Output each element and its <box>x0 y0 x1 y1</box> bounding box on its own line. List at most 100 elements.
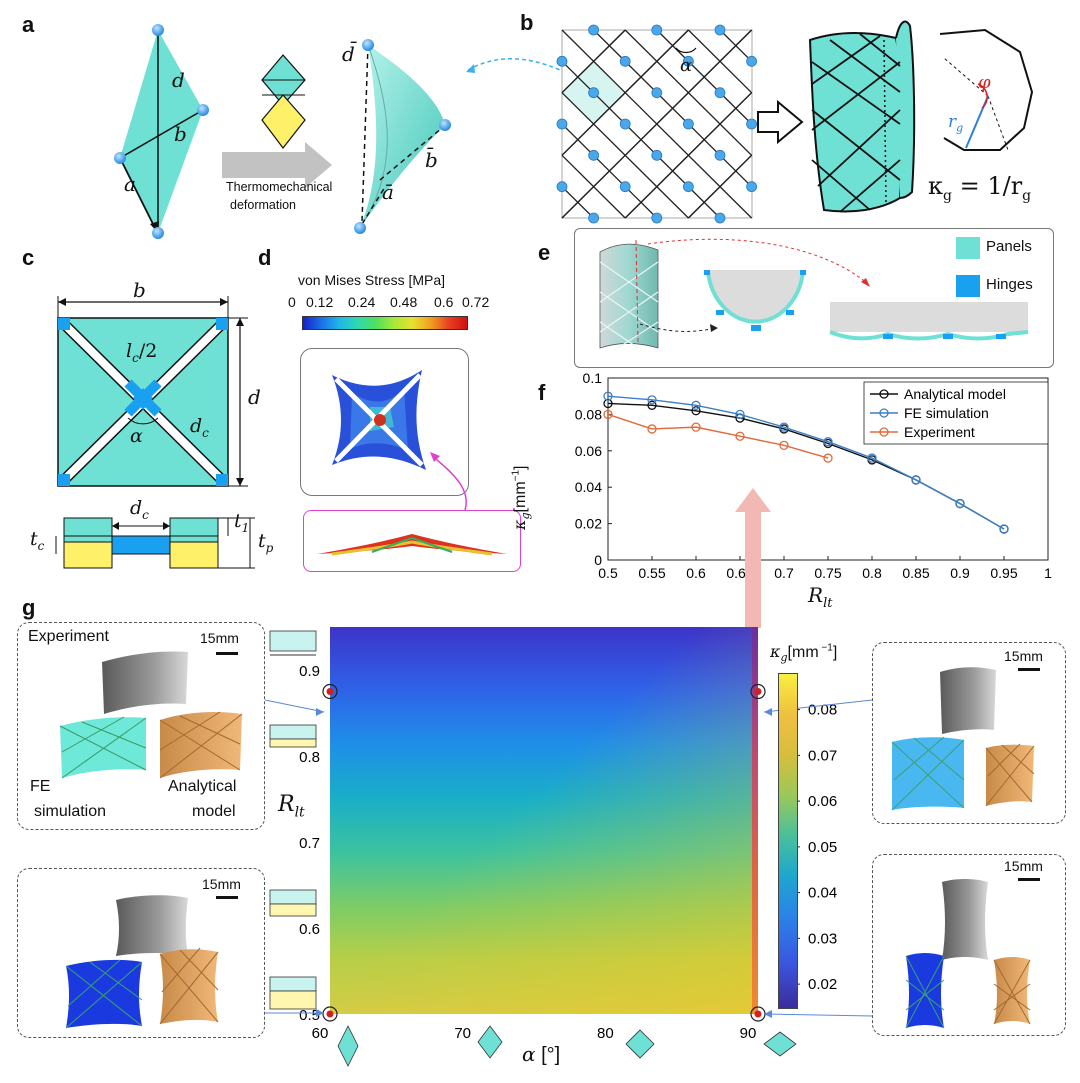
inset-tl-fe-1: FE <box>30 778 51 795</box>
f-xlabel: Rlt <box>808 583 833 611</box>
x-tick-label: 0.9 <box>950 565 970 581</box>
connector-arrowhead <box>316 708 324 716</box>
lattice-node <box>556 118 568 130</box>
c-alpha-label: α <box>130 425 143 447</box>
legend-hinges-label: Hinges <box>986 276 1033 293</box>
g-x-tick-label: 60 <box>312 1025 329 1042</box>
lattice-node <box>746 55 757 67</box>
flat-rhombus <box>120 30 203 233</box>
c-tp-label: tp <box>258 530 274 555</box>
kappa-formula: κg = 1/rg <box>928 172 1032 204</box>
lattice-line <box>561 29 626 94</box>
series-point-1 <box>735 409 745 420</box>
inset-tl-scale: 15mm <box>200 630 239 646</box>
heatmap-edge-strip <box>752 627 758 1014</box>
marked-point <box>326 1010 334 1018</box>
panel-label-f: f <box>538 380 546 405</box>
inset-bl-scale: 15mm <box>202 876 241 892</box>
y-tick-label: 0.04 <box>575 479 602 495</box>
stress-tick: 0 <box>288 294 296 310</box>
section-diamond-icon <box>763 1031 797 1057</box>
legend-marker <box>879 389 889 399</box>
stress-pointer <box>430 452 467 511</box>
section-diamond-icon <box>625 1029 655 1059</box>
lattice-line <box>624 92 753 219</box>
panel-label-g: g <box>22 595 36 620</box>
c-d-label: d <box>248 385 261 409</box>
c-dc-label: dc <box>190 415 209 440</box>
phi-label: φ <box>978 72 991 93</box>
series-line-1 <box>607 395 1005 530</box>
lattice-node <box>588 212 599 224</box>
right-arrow-icon <box>757 99 804 145</box>
g-colorbar-title: κg[mm −1] <box>770 642 838 665</box>
lattice-node <box>651 149 663 161</box>
tube-crease <box>811 61 901 125</box>
tube-crease <box>859 33 901 67</box>
section-diamond-icon <box>477 1025 503 1059</box>
g-y-tick-label: 0.7 <box>299 835 320 852</box>
legend-label: Analytical model <box>904 386 1006 402</box>
lattice-node <box>619 118 631 130</box>
g-x-tick-label: 80 <box>597 1025 614 1042</box>
alpha-arc <box>675 47 697 54</box>
x-tick-label: 0.8 <box>862 565 882 581</box>
marked-point-ring <box>322 683 338 700</box>
series-point-1 <box>691 400 701 410</box>
connector-arrowhead <box>316 1009 324 1017</box>
pink-arrow <box>735 488 771 628</box>
legend-marker <box>879 408 889 418</box>
colorbar-tick-label: 0.05 <box>808 839 837 856</box>
label-abar: ā <box>382 180 394 204</box>
panel-label-b: b <box>520 10 534 35</box>
connector-arrowhead <box>764 708 772 716</box>
lattice-node <box>683 181 694 193</box>
legend-panels-swatch <box>956 237 980 259</box>
polygon-cross-section <box>939 28 1034 151</box>
y-tick-label: 0.02 <box>575 516 602 532</box>
connector-line <box>763 1013 873 1017</box>
connector-line <box>264 699 325 713</box>
inset-tl-shells <box>59 651 243 779</box>
label-a: a <box>124 172 136 196</box>
radius-dash <box>943 57 989 97</box>
series-point-1 <box>999 524 1009 534</box>
series-point-1 <box>955 498 965 509</box>
chart-f: 0.5 0.55 0.6 0.65 0.7 0.75 0.8 0.85 0.9 0.95 100.0… <box>575 370 1052 581</box>
series-point-1 <box>867 453 877 463</box>
c-t1-label: t1 <box>234 510 250 535</box>
c-lc-label: lc/2 <box>126 340 158 365</box>
marked-point <box>326 688 334 695</box>
inset-tr-scalebar <box>1018 668 1040 671</box>
section-diamond-icon <box>337 1025 359 1067</box>
panel-label-d: d <box>258 245 272 270</box>
lattice-node <box>746 118 757 130</box>
inset-tl-experiment: Experiment <box>28 628 109 645</box>
stress-tick: 0.72 <box>462 294 490 310</box>
tube-dotted <box>883 39 887 205</box>
legend-panels-label: Panels <box>986 238 1032 255</box>
lattice-node <box>588 87 599 99</box>
y-tick-label: 0 <box>594 552 602 568</box>
marked-point <box>754 688 762 695</box>
inset-br-shells <box>905 879 1031 1029</box>
x-tick-label: 0.85 <box>902 565 929 581</box>
panel-e-drawing <box>599 238 1029 349</box>
colorbar-tick-label: 0.04 <box>808 885 837 902</box>
lattice-node <box>556 55 568 67</box>
lattice-alpha: α <box>680 55 693 76</box>
lattice-line <box>561 29 753 219</box>
tube-crease <box>829 39 901 93</box>
panel-a-diagram <box>114 24 561 239</box>
inset-bl-scalebar <box>216 896 238 899</box>
phi-arc <box>977 83 988 109</box>
lattice-node <box>714 149 726 161</box>
arrow-caption-2: deformation <box>230 198 297 212</box>
stress-tick: 0.6 <box>434 294 454 310</box>
inset-bl-shells <box>65 895 219 1029</box>
deformation-arrow <box>222 142 332 188</box>
y-tick-label: 0.06 <box>575 443 602 459</box>
label-b: b <box>174 122 187 146</box>
stress-tick: 0.24 <box>348 294 376 310</box>
panel-label-a: a <box>22 12 35 37</box>
